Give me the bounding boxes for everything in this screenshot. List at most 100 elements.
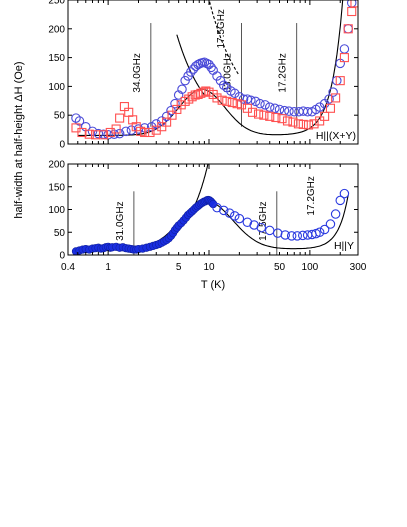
top-point-square — [293, 119, 303, 129]
top-point-square — [212, 93, 222, 103]
top-point-circle — [324, 94, 334, 104]
x-tick-label: 0.4 — [61, 262, 75, 273]
top-point-square — [115, 113, 125, 123]
bottom-frequency-markers: 31.0GHz 17.5GHz 17.2GHz — [115, 176, 317, 255]
bottom-point-circle — [242, 217, 253, 227]
bottom-data-points — [71, 188, 350, 255]
top-point-square — [271, 112, 281, 123]
top-point-square — [77, 127, 87, 138]
top-point-circle — [173, 90, 184, 100]
top-y-ticks: 0 50 100 150 200 250 — [48, 0, 358, 151]
bottom-point-circle — [234, 213, 245, 224]
top-point-square — [98, 130, 109, 140]
top-point-circle — [328, 87, 338, 97]
x-tick-label: 50 — [274, 262, 286, 273]
bottom-point-circle — [272, 228, 283, 238]
top-point-square — [145, 127, 155, 138]
top-point-circle — [302, 106, 313, 117]
top-point-square — [167, 110, 177, 120]
bottom-field-label: H||Y — [334, 240, 354, 252]
bottom-marker-label: 17.5GHz — [258, 201, 269, 240]
top-point-circle — [238, 94, 249, 104]
top-point-square — [217, 95, 227, 105]
top-point-square — [84, 129, 94, 139]
x-tick-label: 1 — [105, 262, 111, 273]
top-point-circle — [314, 102, 325, 112]
top-point-square — [315, 116, 325, 126]
x-tick-label: 10 — [203, 262, 215, 273]
top-point-square — [303, 120, 314, 130]
bottom-point-circle — [230, 211, 240, 221]
top-point-square — [265, 111, 275, 121]
x-tick-label: 5 — [176, 262, 182, 273]
bottom-point-circle — [212, 202, 222, 213]
top-y-tick-label: 200 — [48, 24, 65, 35]
top-point-square — [247, 107, 258, 117]
bottom-y-tick-label: 100 — [48, 205, 65, 216]
top-field-label: H||(X+Y) — [316, 130, 356, 142]
top-point-square — [111, 124, 121, 134]
bottom-marker-label: 31.0GHz — [115, 201, 126, 240]
top-point-square — [71, 123, 81, 133]
top-marker-label: 17.2GHz — [278, 53, 289, 92]
top-point-square — [331, 93, 341, 103]
bottom-plot-frame — [67, 163, 359, 256]
top-point-square — [298, 119, 308, 129]
top-point-circle — [206, 62, 216, 73]
top-point-square — [350, 0, 358, 8]
top-point-circle — [218, 80, 229, 90]
top-y-tick-label: 50 — [54, 111, 66, 122]
top-y-tick-label: 0 — [59, 140, 65, 151]
top-marker-label: 33.0GHz — [223, 53, 234, 92]
x-tick-label: 300 — [350, 262, 367, 273]
top-data-points — [71, 0, 358, 140]
top-point-square — [339, 53, 349, 63]
top-point-circle — [177, 84, 187, 95]
bottom-point-circle — [218, 205, 229, 216]
top-point-circle — [270, 103, 280, 114]
top-y-tick-label: 150 — [48, 53, 65, 64]
top-point-square — [343, 24, 353, 34]
top-marker-label: 34.0GHz — [132, 53, 143, 92]
bottom-point-circle — [292, 231, 303, 241]
top-point-square — [347, 6, 357, 17]
bottom-point-circle — [256, 222, 267, 233]
top-point-circle — [339, 44, 350, 54]
top-point-square — [162, 117, 172, 127]
bottom-point-circle — [319, 224, 330, 235]
top-point-square — [282, 116, 293, 126]
bottom-marker-label: 17.2GHz — [306, 176, 317, 215]
top-point-circle — [93, 128, 104, 139]
top-point-square — [198, 87, 208, 97]
top-point-circle — [346, 0, 357, 8]
top-point-circle — [289, 106, 299, 117]
bottom-point-circle — [314, 227, 325, 238]
bottom-point-circle — [280, 230, 290, 240]
top-point-circle — [103, 130, 113, 140]
top-point-square — [187, 92, 197, 102]
x-axis-label: T (K) — [201, 279, 225, 291]
top-point-circle — [255, 98, 265, 109]
top-point-square — [227, 97, 237, 108]
bottom-y-tick-label: 200 — [48, 160, 65, 171]
top-point-circle — [186, 67, 196, 77]
top-point-square — [335, 76, 345, 86]
x-tick-label: 100 — [302, 262, 319, 273]
top-dashed-curve — [208, 0, 240, 76]
bottom-point-circle — [335, 195, 345, 206]
top-point-square — [277, 114, 287, 124]
bottom-point-circle — [286, 231, 297, 241]
top-point-circle — [264, 102, 275, 112]
top-point-square — [140, 127, 150, 138]
bottom-point-circle — [298, 230, 308, 241]
top-point-circle — [284, 106, 294, 116]
top-point-circle — [260, 100, 270, 110]
top-point-circle — [332, 75, 342, 86]
top-marker-label: 17.5GHz — [216, 9, 227, 48]
top-point-circle — [151, 119, 162, 129]
bottom-point-circle — [224, 208, 235, 218]
top-point-circle — [170, 98, 180, 109]
bottom-point-circle — [339, 188, 350, 199]
